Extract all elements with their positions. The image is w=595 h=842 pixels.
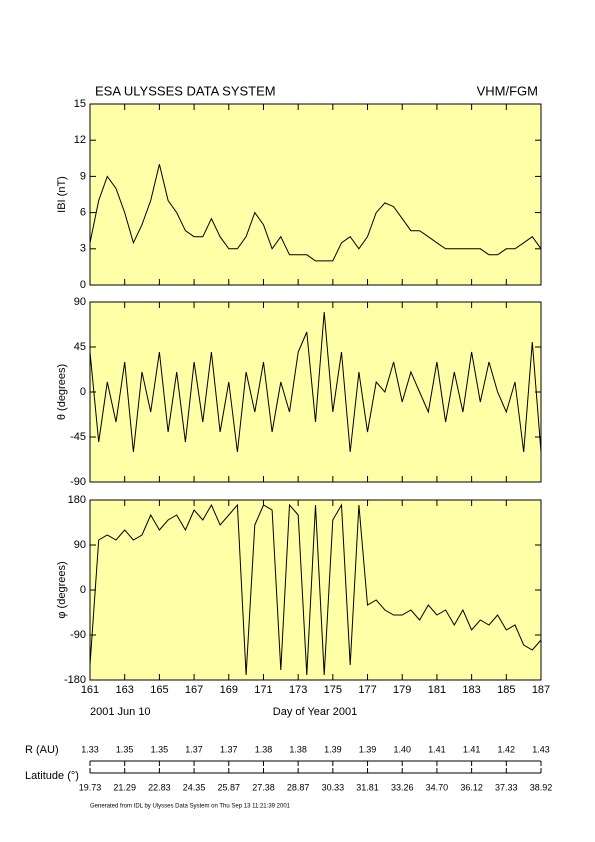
ephemeris-value: 1.40 [393, 744, 411, 754]
ephemeris-value: 1.37 [185, 744, 203, 754]
y-tick-label: -90 [70, 629, 86, 641]
ephemeris-value: 25.87 [218, 782, 241, 792]
y-tick-label: 3 [80, 243, 86, 255]
data-line [89, 503, 542, 676]
ephemeris-value: 28.87 [287, 782, 310, 792]
x-tick-label: 183 [462, 684, 480, 696]
y-tick-label: 90 [74, 539, 86, 551]
start-date: 2001 Jun 10 [90, 706, 151, 718]
ephemeris-value: 1.42 [498, 744, 516, 754]
plot-frame [89, 301, 542, 483]
plot-area [90, 500, 541, 680]
ephemeris-value: 24.35 [183, 782, 206, 792]
ephemeris-value: 1.35 [116, 744, 134, 754]
ephemeris-value: 31.81 [356, 782, 379, 792]
x-tick-label: 175 [324, 684, 342, 696]
y-tick-label: 0 [80, 279, 86, 291]
y-axis-label: θ (degrees) [56, 364, 68, 420]
plot-frame [89, 103, 542, 286]
ephemeris-value: 1.37 [220, 744, 238, 754]
x-tick-label: 167 [185, 684, 203, 696]
ephemeris-value: 1.41 [428, 744, 446, 754]
x-tick-label: 169 [220, 684, 238, 696]
x-tick-label: 177 [358, 684, 376, 696]
y-tick-label: -90 [70, 476, 86, 488]
y-tick-label: -45 [70, 431, 86, 443]
x-tick-label: 187 [532, 684, 550, 696]
y-tick-label: 15 [74, 98, 86, 110]
ephemeris-value: 1.35 [151, 744, 169, 754]
y-axis-label: φ (degrees) [56, 561, 68, 618]
y-tick-label: -180 [64, 674, 86, 686]
ephemeris-label: Latitude (°) [25, 770, 79, 782]
plot-area [90, 302, 541, 482]
y-tick-label: 90 [74, 296, 86, 308]
ephemeris-value: 30.33 [322, 782, 345, 792]
x-tick-label: 163 [116, 684, 134, 696]
x-axis-label: Day of Year 2001 [273, 706, 357, 718]
ephemeris-value: 36.12 [460, 782, 483, 792]
x-tick-label: 179 [393, 684, 411, 696]
x-tick-label: 173 [289, 684, 307, 696]
y-tick-label: 12 [74, 134, 86, 146]
ephemeris-label: R (AU) [25, 744, 59, 756]
footer: Generated from IDL by Ulysses Data Syste… [90, 804, 291, 810]
ephemeris-value: 22.83 [148, 782, 171, 792]
instrument: VHM/FGM [477, 83, 538, 98]
data-line [89, 311, 542, 453]
plot-frame [89, 499, 542, 681]
ephemeris-value: 1.41 [463, 744, 481, 754]
y-tick-label: 0 [80, 584, 86, 596]
plot-area [90, 104, 541, 285]
data-line [89, 164, 542, 262]
x-tick-label: 185 [497, 684, 515, 696]
ephemeris-value: 38.92 [530, 782, 553, 792]
y-tick-label: 0 [80, 386, 86, 398]
ephemeris-value: 34.70 [426, 782, 449, 792]
ephemeris-value: 19.73 [79, 782, 102, 792]
y-tick-label: 6 [80, 207, 86, 219]
ephemeris-value: 1.39 [359, 744, 377, 754]
x-tick-label: 181 [428, 684, 446, 696]
y-tick-label: 9 [80, 170, 86, 182]
ephemeris-value: 1.43 [532, 744, 550, 754]
x-tick-label: 171 [254, 684, 272, 696]
ephemeris-value: 1.38 [289, 744, 307, 754]
y-tick-label: 180 [68, 494, 86, 506]
x-tick-label: 161 [81, 684, 99, 696]
ephemeris-value: 33.26 [391, 782, 414, 792]
ephemeris-value: 37.33 [495, 782, 518, 792]
ephemeris-value: 1.38 [255, 744, 273, 754]
ephemeris-value: 27.38 [252, 782, 275, 792]
title: ESA ULYSSES DATA SYSTEM [95, 83, 276, 98]
ephemeris-value: 1.33 [81, 744, 99, 754]
y-tick-label: 45 [74, 341, 86, 353]
x-tick-label: 165 [150, 684, 168, 696]
ephemeris-value: 1.39 [324, 744, 342, 754]
ephemeris-value: 21.29 [113, 782, 136, 792]
y-axis-label: IBI (nT) [56, 176, 68, 213]
